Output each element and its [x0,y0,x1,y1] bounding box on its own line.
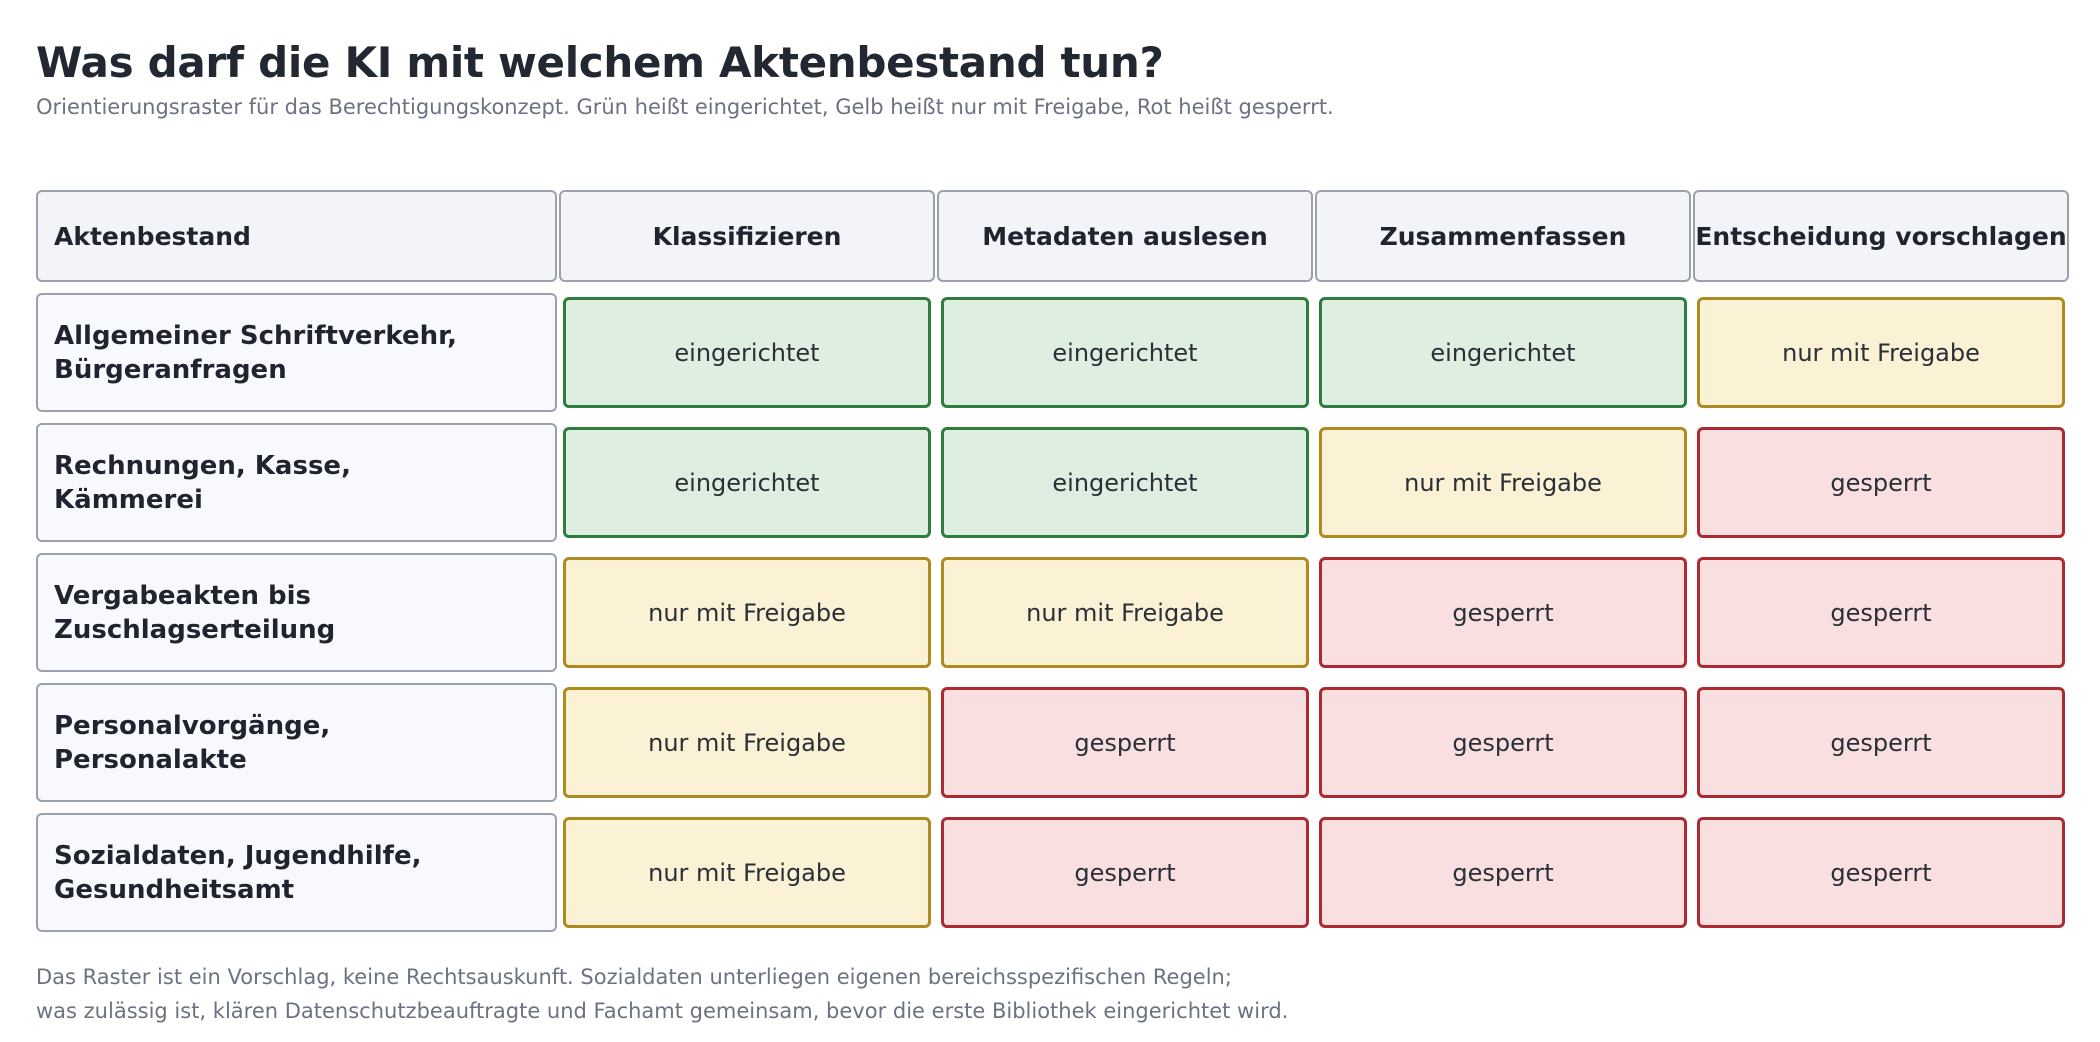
status-cell: nur mit Freigabe [1697,297,2065,408]
page-title: Was darf die KI mit welchem Aktenbestand… [36,38,1164,87]
column-header-klassifizieren: Klassifizieren [559,190,935,282]
row-label: Rechnungen, Kasse, Kämmerei [36,423,557,542]
status-cell: gesperrt [1319,817,1687,928]
status-cell: gesperrt [1319,557,1687,668]
status-cell: nur mit Freigabe [563,817,931,928]
row-label: Sozialdaten, Jugendhilfe, Gesundheitsamt [36,813,557,932]
status-cell: eingerichtet [941,427,1309,538]
page: Was darf die KI mit welchem Aktenbestand… [36,36,2069,1023]
status-cell: eingerichtet [563,297,931,408]
status-cell: gesperrt [1697,557,2065,668]
status-cell: nur mit Freigabe [563,687,931,798]
footnote: Das Raster ist ein Vorschlag, keine Rech… [36,965,1289,1023]
column-header-zusammenfassen: Zusammenfassen [1315,190,1691,282]
row-label: Vergabeakten bis Zuschlagserteilung [36,553,557,672]
column-header-metadaten-auslesen: Metadaten auslesen [937,190,1313,282]
status-cell: nur mit Freigabe [563,557,931,668]
page-subtitle: Orientierungsraster für das Berechtigung… [36,95,1334,119]
status-cell: eingerichtet [941,297,1309,408]
status-cell: gesperrt [1697,427,2065,538]
row-label: Allgemeiner Schriftverkehr, Bürgeranfrag… [36,293,557,412]
status-cell: gesperrt [1697,687,2065,798]
status-cell: nur mit Freigabe [1319,427,1687,538]
status-cell: gesperrt [1319,687,1687,798]
status-cell: eingerichtet [563,427,931,538]
permission-matrix: Aktenbestand Klassifizieren Metadaten au… [36,190,2070,932]
column-header-aktenbestand: Aktenbestand [36,190,557,282]
status-cell: eingerichtet [1319,297,1687,408]
status-cell: gesperrt [1697,817,2065,928]
row-label: Personalvorgänge, Personalakte [36,683,557,802]
status-cell: gesperrt [941,817,1309,928]
column-header-entscheidung-vorschlagen: Entscheidung vorschlagen [1693,190,2069,282]
status-cell: gesperrt [941,687,1309,798]
status-cell: nur mit Freigabe [941,557,1309,668]
